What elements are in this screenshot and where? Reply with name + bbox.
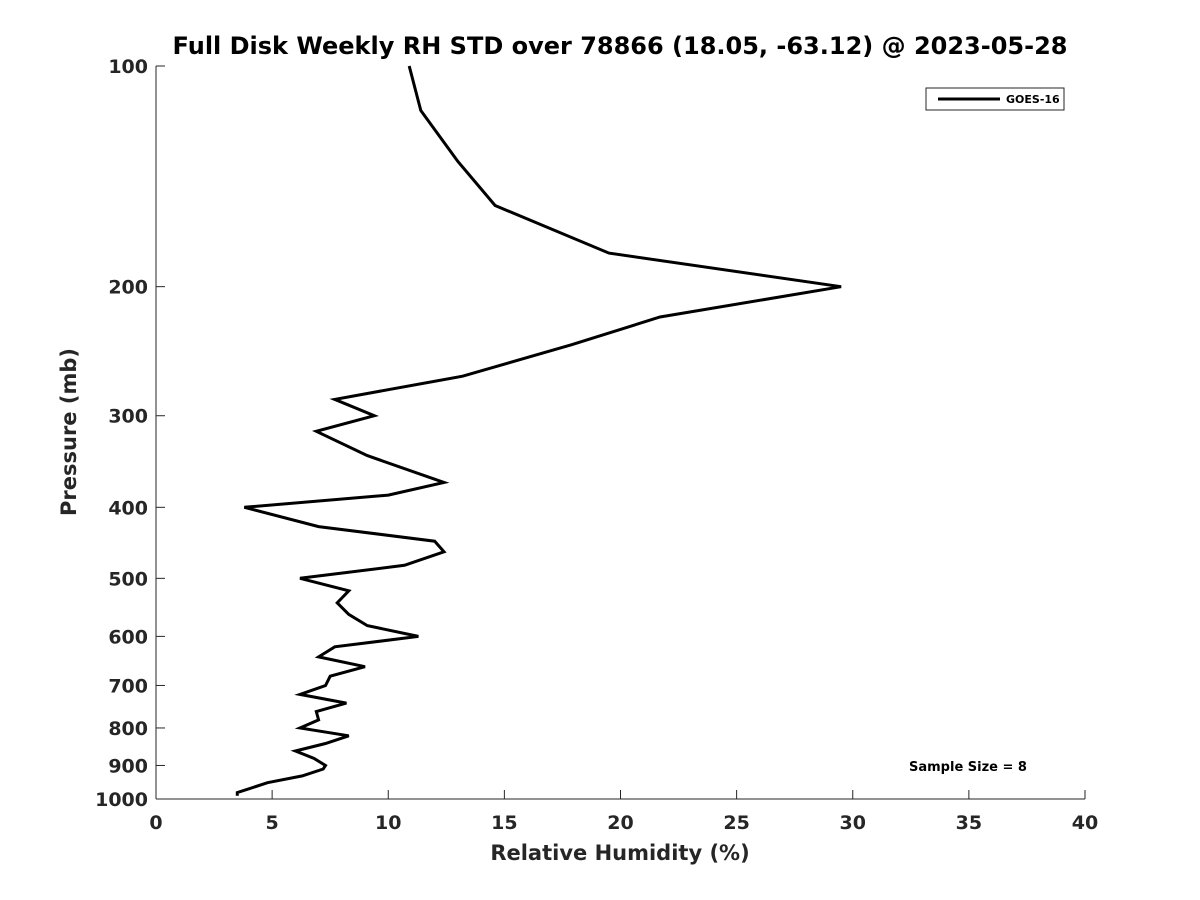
plot-area — [155, 66, 1085, 800]
x-tick-label: 35 — [956, 812, 982, 834]
y-tick-label: 400 — [108, 497, 148, 519]
x-tick-label: 40 — [1072, 812, 1098, 834]
sample-size-annotation: Sample Size = 8 — [909, 760, 1027, 775]
y-tick-label: 100 — [108, 56, 148, 78]
x-tick-label: 5 — [266, 812, 279, 834]
legend-label-goes-16: GOES-16 — [1006, 93, 1060, 106]
x-tick-label: 25 — [723, 812, 749, 834]
y-tick-label: 600 — [108, 626, 148, 648]
y-tick-label: 300 — [108, 406, 148, 428]
y-tick-label: 1000 — [95, 789, 148, 811]
y-tick-label: 200 — [108, 277, 148, 299]
y-tick-label: 700 — [108, 675, 148, 697]
chart-title: Full Disk Weekly RH STD over 78866 (18.0… — [173, 32, 1068, 60]
y-tick-label: 800 — [108, 718, 148, 740]
x-axis-label: Relative Humidity (%) — [490, 841, 749, 865]
x-tick-label: 10 — [375, 812, 401, 834]
y-tick-label: 500 — [108, 568, 148, 590]
series-layer — [235, 65, 842, 796]
x-tick-label: 20 — [607, 812, 633, 834]
x-tick-label: 15 — [491, 812, 517, 834]
legend: GOES-16 — [925, 87, 1065, 111]
y-axis-ticks: 100 200 300 400 500 600 700 800 900 1000 — [95, 56, 165, 811]
y-tick-label: 900 — [108, 755, 148, 777]
x-tick-label: 0 — [149, 812, 162, 834]
series-line-goes-16 — [235, 65, 842, 796]
x-tick-label: 30 — [840, 812, 866, 834]
y-axis-label: Pressure (mb) — [57, 348, 81, 516]
x-axis-ticks: 0 5 10 15 20 25 30 35 40 — [149, 790, 1098, 834]
